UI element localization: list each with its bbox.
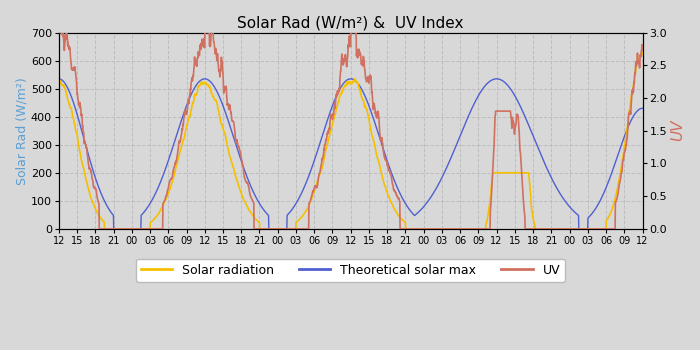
UV bbox=[95, 227, 104, 231]
Theoretical solar max bbox=[359, 91, 368, 95]
Solar radiation bbox=[451, 227, 459, 231]
UV bbox=[359, 55, 368, 59]
Theoretical solar max bbox=[451, 146, 459, 150]
Solar radiation bbox=[100, 227, 108, 231]
UV bbox=[451, 227, 459, 231]
Line: UV: UV bbox=[59, 33, 643, 229]
Legend: Solar radiation, Theoretical solar max, UV: Solar radiation, Theoretical solar max, … bbox=[136, 259, 566, 281]
Theoretical solar max bbox=[109, 227, 118, 231]
Line: Theoretical solar max: Theoretical solar max bbox=[59, 79, 643, 229]
Solar radiation bbox=[605, 214, 613, 218]
UV bbox=[638, 48, 647, 52]
UV bbox=[605, 227, 613, 231]
Solar radiation bbox=[638, 51, 647, 55]
Solar radiation bbox=[55, 79, 63, 83]
Theoretical solar max bbox=[562, 201, 570, 205]
Solar radiation bbox=[60, 86, 69, 90]
Theoretical solar max bbox=[284, 212, 293, 216]
Title: Solar Rad (W/m²) &  UV Index: Solar Rad (W/m²) & UV Index bbox=[237, 15, 464, 30]
Y-axis label: Solar Rad (W/m²): Solar Rad (W/m²) bbox=[15, 77, 28, 184]
Solar radiation bbox=[284, 227, 293, 231]
Line: Solar radiation: Solar radiation bbox=[59, 53, 643, 229]
Theoretical solar max bbox=[605, 178, 613, 182]
UV bbox=[562, 227, 570, 231]
Theoretical solar max bbox=[60, 81, 69, 85]
Solar radiation bbox=[562, 227, 570, 231]
UV bbox=[284, 227, 293, 231]
UV bbox=[55, 30, 63, 35]
UV bbox=[60, 43, 69, 47]
Y-axis label: UV: UV bbox=[670, 120, 685, 141]
Theoretical solar max bbox=[55, 77, 63, 81]
Solar radiation bbox=[359, 98, 368, 103]
Theoretical solar max bbox=[638, 106, 647, 110]
